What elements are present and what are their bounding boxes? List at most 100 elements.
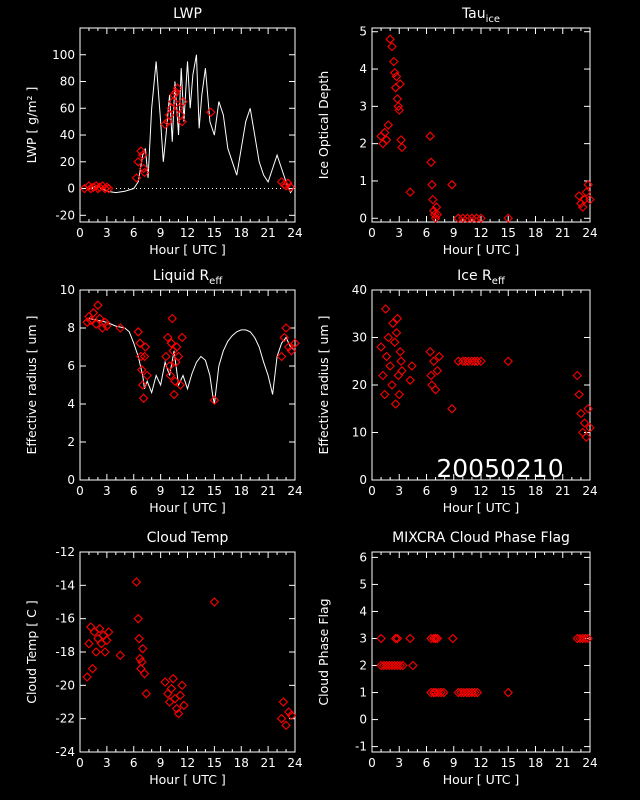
x-tick-label: 0 xyxy=(368,226,376,240)
data-point xyxy=(171,703,182,714)
axes-frame xyxy=(79,27,296,223)
y-tick-label: 10 xyxy=(352,426,367,440)
x-tick-label: 9 xyxy=(157,756,165,770)
y-axis-label: Cloud Temp [ C ] xyxy=(24,600,39,703)
x-tick-label: 0 xyxy=(76,226,84,240)
data-point xyxy=(379,660,389,671)
data-point xyxy=(585,422,595,433)
panel-title: Tauice xyxy=(461,6,500,25)
data-point xyxy=(580,633,591,644)
data-point xyxy=(91,647,101,657)
data-point xyxy=(173,708,184,719)
y-tick-label: 6 xyxy=(67,359,75,373)
data-point xyxy=(167,313,178,324)
data-point xyxy=(448,633,458,644)
data-point xyxy=(169,389,179,400)
panel-title-main: MIXCRA Cloud Phase Flag xyxy=(392,530,570,546)
data-point xyxy=(100,647,110,657)
data-point xyxy=(138,393,149,404)
data-point xyxy=(139,167,150,178)
axes-frame xyxy=(79,289,296,481)
data-point xyxy=(79,183,90,194)
trace-line xyxy=(88,54,296,194)
data-point xyxy=(387,660,397,671)
y-tick-label: 60 xyxy=(60,101,75,115)
data-point xyxy=(160,677,170,687)
data-point xyxy=(134,633,144,644)
y-axis-label: Effective radius [ um ] xyxy=(24,316,39,455)
data-point xyxy=(428,633,439,644)
data-point xyxy=(171,342,182,352)
data-point xyxy=(173,351,184,362)
x-tick-label: 12 xyxy=(473,756,488,770)
data-point xyxy=(453,687,464,698)
y-tick-label: 8 xyxy=(67,321,75,335)
panel-title: Cloud Temp xyxy=(147,530,229,546)
data-point xyxy=(177,680,187,691)
data-point xyxy=(164,361,175,371)
x-tick-label: 15 xyxy=(501,484,516,498)
x-tick-label: 9 xyxy=(450,226,458,240)
data-point xyxy=(426,157,436,168)
y-axis-label: Ice Optical Depth xyxy=(316,71,331,179)
x-tick-label: 21 xyxy=(555,226,570,240)
x-tick-label: 21 xyxy=(260,226,275,240)
data-point xyxy=(290,338,300,348)
x-tick-label: 24 xyxy=(287,484,302,498)
data-point xyxy=(585,194,595,205)
data-point xyxy=(168,673,178,684)
x-axis-label: Hour [ UTC ] xyxy=(149,242,226,257)
data-point xyxy=(209,395,220,405)
data-point xyxy=(405,375,415,386)
data-point xyxy=(84,638,94,649)
y-tick-label: 0 xyxy=(359,713,367,727)
data-point xyxy=(407,361,417,371)
data-point xyxy=(178,96,188,107)
axes-frame xyxy=(371,27,591,223)
data-point xyxy=(392,660,403,671)
x-tick-label: 6 xyxy=(130,484,138,498)
data-point xyxy=(395,660,405,671)
x-tick-label: 18 xyxy=(234,756,249,770)
x-axis-label: Hour [ UTC ] xyxy=(149,500,226,515)
panel-title-main: Ice R xyxy=(457,268,492,284)
y-tick-label: 2 xyxy=(67,435,75,449)
y-tick-label: 10 xyxy=(60,283,75,297)
data-point xyxy=(286,710,297,721)
data-point xyxy=(384,660,395,671)
y-tick-label: 4 xyxy=(359,604,367,618)
x-tick-label: 0 xyxy=(76,756,84,770)
data-point xyxy=(453,356,464,367)
x-tick-label: 12 xyxy=(180,226,195,240)
data-point xyxy=(390,82,401,93)
x-tick-label: 3 xyxy=(395,484,403,498)
data-point xyxy=(583,633,593,644)
data-point xyxy=(389,56,399,67)
panel-title-subscript: eff xyxy=(209,276,223,287)
data-point xyxy=(278,697,289,707)
data-point xyxy=(91,319,101,329)
y-tick-label: 2 xyxy=(359,137,367,151)
x-tick-label: 15 xyxy=(207,756,222,770)
data-point xyxy=(142,370,152,381)
x-tick-label: 15 xyxy=(501,756,516,770)
data-point xyxy=(163,332,173,343)
data-point xyxy=(503,687,514,698)
data-point xyxy=(166,683,177,694)
panel-title-main: Cloud Temp xyxy=(147,530,229,546)
x-tick-label: 9 xyxy=(450,484,458,498)
x-tick-label: 6 xyxy=(423,226,431,240)
data-point xyxy=(572,633,583,644)
data-point xyxy=(388,318,398,329)
data-point xyxy=(94,623,105,634)
data-point xyxy=(476,213,486,224)
panel-title: LWP xyxy=(173,6,202,22)
data-point xyxy=(85,622,96,632)
y-tick-label: 0 xyxy=(67,473,75,487)
x-tick-label: 0 xyxy=(368,756,376,770)
x-tick-label: 18 xyxy=(528,484,543,498)
data-point xyxy=(379,389,390,400)
data-point xyxy=(136,146,146,156)
data-point xyxy=(166,103,177,114)
data-point xyxy=(458,213,468,224)
